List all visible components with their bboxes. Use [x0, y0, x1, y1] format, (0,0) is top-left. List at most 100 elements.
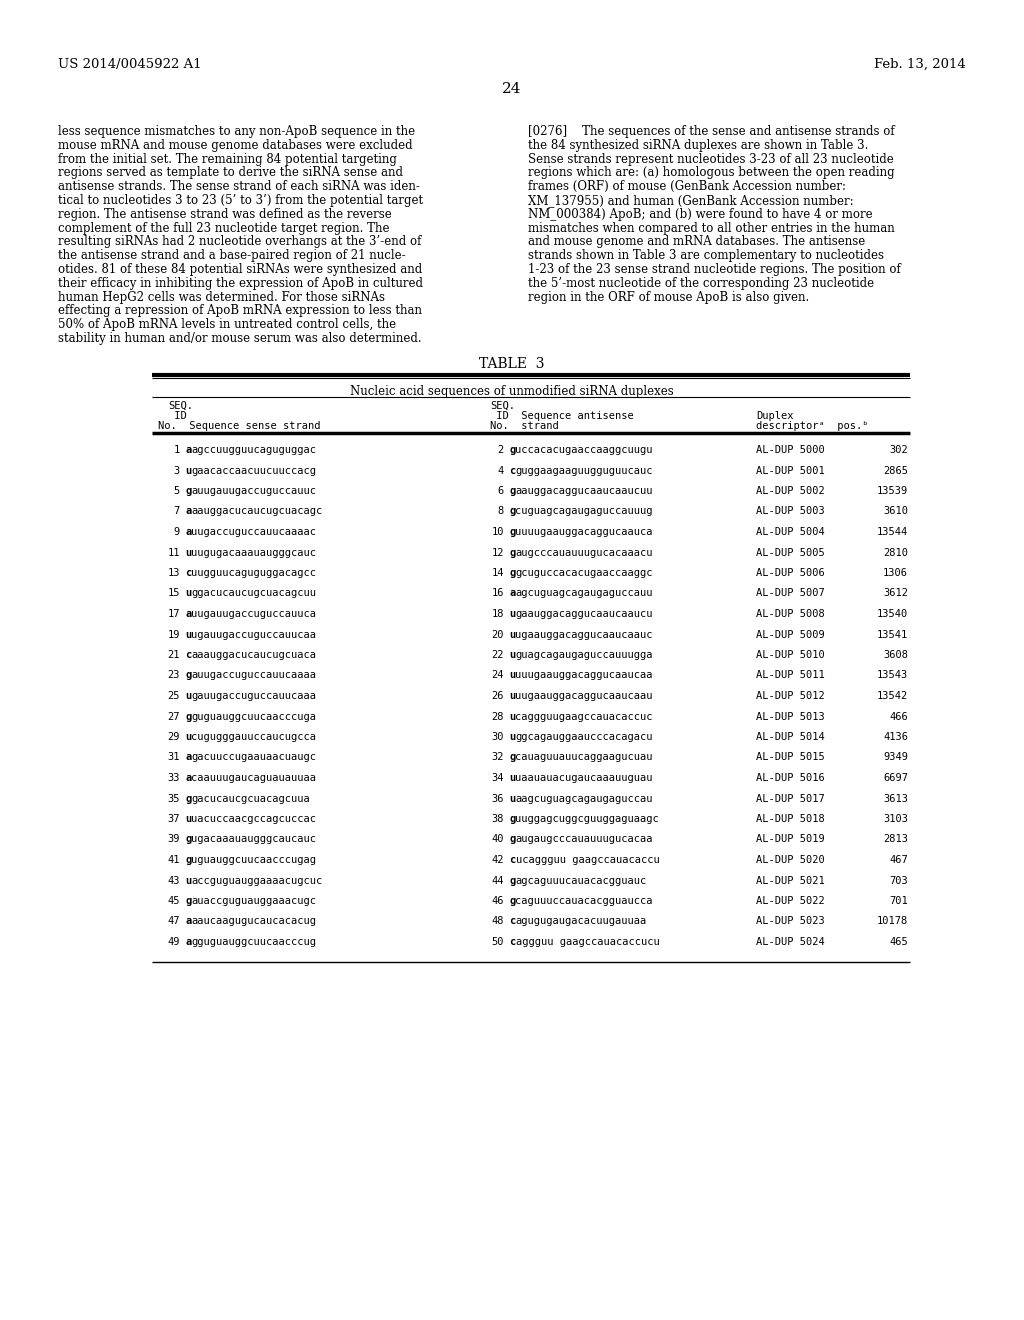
Text: otides. 81 of these 84 potential siRNAs were synthesized and: otides. 81 of these 84 potential siRNAs … — [58, 263, 422, 276]
Text: 4: 4 — [498, 466, 504, 475]
Text: ucaggguu gaagccauacaccu: ucaggguu gaagccauacaccu — [515, 855, 659, 865]
Text: 13539: 13539 — [877, 486, 908, 496]
Text: g: g — [509, 527, 515, 537]
Text: human HepG2 cells was determined. For those siRNAs: human HepG2 cells was determined. For th… — [58, 290, 385, 304]
Text: cuguagcagaugaguccauuug: cuguagcagaugaguccauuug — [515, 507, 653, 516]
Text: 16: 16 — [492, 589, 504, 598]
Text: AL-DUP 5023: AL-DUP 5023 — [756, 916, 824, 927]
Text: 36: 36 — [492, 793, 504, 804]
Text: AL-DUP 5014: AL-DUP 5014 — [756, 733, 824, 742]
Text: 39: 39 — [168, 834, 180, 845]
Text: Nucleic acid sequences of unmodified siRNA duplexes: Nucleic acid sequences of unmodified siR… — [350, 385, 674, 399]
Text: c: c — [185, 568, 191, 578]
Text: 3613: 3613 — [883, 793, 908, 804]
Text: uugguucaguguggacagcc: uugguucaguguggacagcc — [191, 568, 316, 578]
Text: NM_000384) ApoB; and (b) were found to have 4 or more: NM_000384) ApoB; and (b) were found to h… — [528, 207, 872, 220]
Text: 2: 2 — [498, 445, 504, 455]
Text: uuuugaauggacaggucaauca: uuuugaauggacaggucaauca — [515, 527, 653, 537]
Text: g: g — [185, 855, 191, 865]
Text: 12: 12 — [492, 548, 504, 557]
Text: 703: 703 — [889, 875, 908, 886]
Text: cauaguuauucaggaagucuau: cauaguuauucaggaagucuau — [515, 752, 653, 763]
Text: AL-DUP 5010: AL-DUP 5010 — [756, 649, 824, 660]
Text: 1: 1 — [174, 445, 180, 455]
Text: caguuuccauacacgguaucca: caguuuccauacacgguaucca — [515, 896, 653, 906]
Text: 3610: 3610 — [883, 507, 908, 516]
Text: 2813: 2813 — [883, 834, 908, 845]
Text: US 2014/0045922 A1: US 2014/0045922 A1 — [58, 58, 202, 71]
Text: 47: 47 — [168, 916, 180, 927]
Text: uaauauacugaucaaauuguau: uaauauacugaucaaauuguau — [515, 774, 653, 783]
Text: resulting siRNAs had 2 nucleotide overhangs at the 3’-end of: resulting siRNAs had 2 nucleotide overha… — [58, 235, 421, 248]
Text: 1306: 1306 — [883, 568, 908, 578]
Text: u: u — [509, 609, 515, 619]
Text: 13540: 13540 — [877, 609, 908, 619]
Text: c: c — [509, 937, 515, 946]
Text: 23: 23 — [168, 671, 180, 681]
Text: uccacacugaaccaaggcuugu: uccacacugaaccaaggcuugu — [515, 445, 653, 455]
Text: 19: 19 — [168, 630, 180, 639]
Text: 8: 8 — [498, 507, 504, 516]
Text: a: a — [185, 527, 191, 537]
Text: AL-DUP 5012: AL-DUP 5012 — [756, 690, 824, 701]
Text: u: u — [185, 690, 191, 701]
Text: 13543: 13543 — [877, 671, 908, 681]
Text: g: g — [185, 486, 191, 496]
Text: g: g — [509, 548, 515, 557]
Text: u: u — [509, 671, 515, 681]
Text: 49: 49 — [168, 937, 180, 946]
Text: 25: 25 — [168, 690, 180, 701]
Text: g: g — [509, 568, 515, 578]
Text: u: u — [185, 589, 191, 598]
Text: Sense strands represent nucleotides 3-23 of all 23 nucleotide: Sense strands represent nucleotides 3-23… — [528, 153, 894, 165]
Text: 11: 11 — [168, 548, 180, 557]
Text: agccuugguucaguguggac: agccuugguucaguguggac — [191, 445, 316, 455]
Text: gaauggacaggucaaucaaucu: gaauggacaggucaaucaaucu — [515, 609, 653, 619]
Text: 9: 9 — [174, 527, 180, 537]
Text: AL-DUP 5019: AL-DUP 5019 — [756, 834, 824, 845]
Text: 3612: 3612 — [883, 589, 908, 598]
Text: 29: 29 — [168, 733, 180, 742]
Text: a: a — [509, 589, 515, 598]
Text: agcuguagcagaugaguccauu: agcuguagcagaugaguccauu — [515, 589, 653, 598]
Text: u: u — [509, 774, 515, 783]
Text: No.  strand: No. strand — [490, 421, 559, 432]
Text: a: a — [185, 609, 191, 619]
Text: 7: 7 — [174, 507, 180, 516]
Text: aagcuguagcagaugaguccau: aagcuguagcagaugaguccau — [515, 793, 653, 804]
Text: u: u — [509, 711, 515, 722]
Text: AL-DUP 5011: AL-DUP 5011 — [756, 671, 824, 681]
Text: g: g — [509, 507, 515, 516]
Text: AL-DUP 5001: AL-DUP 5001 — [756, 466, 824, 475]
Text: aaauggacucaucugcuaca: aaauggacucaucugcuaca — [191, 649, 316, 660]
Text: 24: 24 — [492, 671, 504, 681]
Text: 18: 18 — [492, 609, 504, 619]
Text: Feb. 13, 2014: Feb. 13, 2014 — [874, 58, 966, 71]
Text: guagcagaugaguccauuugga: guagcagaugaguccauuugga — [515, 649, 653, 660]
Text: AL-DUP 5022: AL-DUP 5022 — [756, 896, 824, 906]
Text: a: a — [185, 937, 191, 946]
Text: g: g — [509, 896, 515, 906]
Text: 42: 42 — [492, 855, 504, 865]
Text: uuggagcuggcguuggaguaagc: uuggagcuggcguuggaguaagc — [515, 814, 659, 824]
Text: ggacucaucugcuacagcuu: ggacucaucugcuacagcuu — [191, 589, 316, 598]
Text: uugauugaccuguccauuca: uugauugaccuguccauuca — [191, 609, 316, 619]
Text: region. The antisense strand was defined as the reverse: region. The antisense strand was defined… — [58, 207, 392, 220]
Text: cugugggauuccaucugcca: cugugggauuccaucugcca — [191, 733, 316, 742]
Text: region in the ORF of mouse ApoB is also given.: region in the ORF of mouse ApoB is also … — [528, 290, 809, 304]
Text: gcuguccacacugaaccaaggc: gcuguccacacugaaccaaggc — [515, 568, 653, 578]
Text: SEQ.: SEQ. — [168, 401, 193, 411]
Text: AL-DUP 5002: AL-DUP 5002 — [756, 486, 824, 496]
Text: AL-DUP 5009: AL-DUP 5009 — [756, 630, 824, 639]
Text: a: a — [185, 445, 191, 455]
Text: AL-DUP 5005: AL-DUP 5005 — [756, 548, 824, 557]
Text: regions served as template to derive the siRNA sense and: regions served as template to derive the… — [58, 166, 403, 180]
Text: 10178: 10178 — [877, 916, 908, 927]
Text: AL-DUP 5004: AL-DUP 5004 — [756, 527, 824, 537]
Text: 20: 20 — [492, 630, 504, 639]
Text: 45: 45 — [168, 896, 180, 906]
Text: 50% of ApoB mRNA levels in untreated control cells, the: 50% of ApoB mRNA levels in untreated con… — [58, 318, 396, 331]
Text: 22: 22 — [492, 649, 504, 660]
Text: g: g — [509, 486, 515, 496]
Text: 37: 37 — [168, 814, 180, 824]
